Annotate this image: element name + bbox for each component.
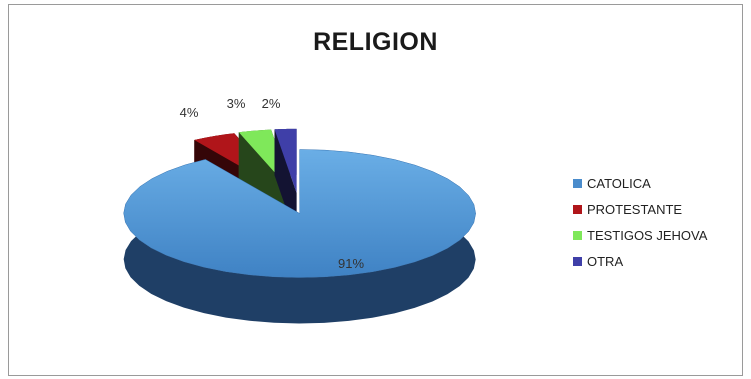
legend-swatch-testigos-jehova <box>573 230 582 240</box>
legend-item-protestante: PROTESTANTE <box>573 196 707 222</box>
pie-slice-top-otra <box>274 128 297 193</box>
data-label-protestante: 4% <box>180 105 199 120</box>
pie-slice-catolica <box>123 149 476 324</box>
chart-title: RELIGION <box>313 28 438 56</box>
data-label-catolica: 91% <box>338 256 364 271</box>
legend-item-catolica: CATOLICA <box>573 170 707 196</box>
legend-label-protestante: PROTESTANTE <box>587 201 683 217</box>
legend-label-testigos-jehova: TESTIGOS JEHOVA <box>587 227 708 243</box>
legend-item-otra: OTRA <box>573 248 707 274</box>
legend-item-testigos-jehova: TESTIGOS JEHOVA <box>573 222 707 248</box>
legend-label-catolica: CATOLICA <box>587 175 651 191</box>
legend-label-otra: OTRA <box>587 253 624 269</box>
chart-legend: CATOLICA PROTESTANTE TESTIGOS JEHOVA OTR… <box>573 170 707 274</box>
legend-swatch-catolica <box>573 178 582 188</box>
data-label-otra: 2% <box>262 96 281 111</box>
legend-swatch-otra <box>573 256 582 266</box>
pie-slice-top-catolica <box>123 149 476 278</box>
legend-swatch-protestante <box>573 204 582 214</box>
data-label-testigos-jehova: 3% <box>227 96 246 111</box>
